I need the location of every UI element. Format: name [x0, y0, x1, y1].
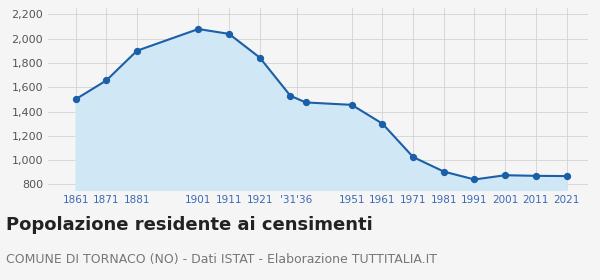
- Point: [562, 174, 571, 178]
- Point: [439, 169, 449, 174]
- Point: [255, 55, 265, 60]
- Text: Popolazione residente ai censimenti: Popolazione residente ai censimenti: [6, 216, 373, 234]
- Point: [377, 122, 387, 126]
- Point: [194, 27, 203, 31]
- Point: [132, 48, 142, 53]
- Point: [286, 94, 295, 98]
- Point: [409, 155, 418, 159]
- Text: COMUNE DI TORNACO (NO) - Dati ISTAT - Elaborazione TUTTITALIA.IT: COMUNE DI TORNACO (NO) - Dati ISTAT - El…: [6, 253, 437, 266]
- Point: [301, 100, 311, 105]
- Point: [71, 97, 80, 102]
- Point: [101, 78, 111, 83]
- Point: [531, 174, 541, 178]
- Point: [224, 32, 234, 36]
- Point: [500, 173, 510, 178]
- Point: [470, 177, 479, 182]
- Point: [347, 103, 356, 107]
